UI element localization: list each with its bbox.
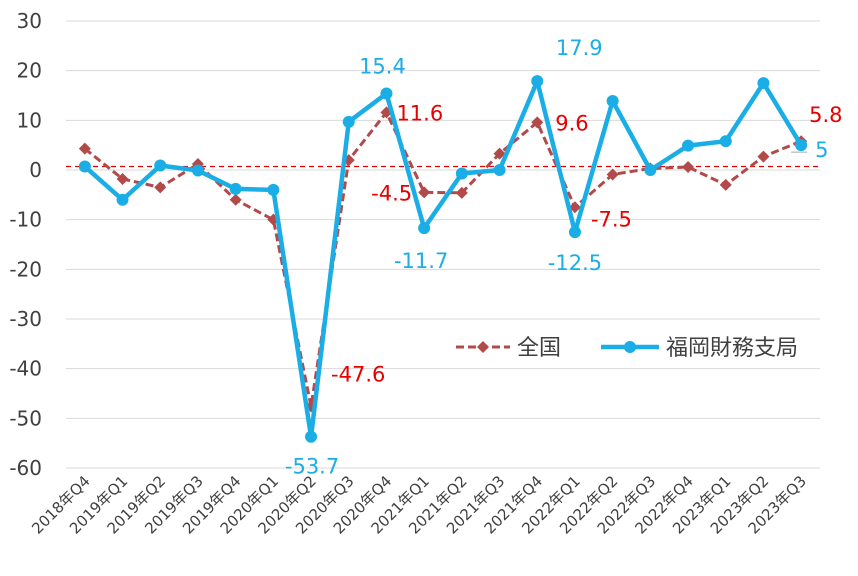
series-marker-fukuoka xyxy=(380,87,393,100)
series-marker-fukuoka xyxy=(682,139,695,152)
series-marker-national xyxy=(531,116,544,129)
y-tick-label: -10 xyxy=(9,208,42,232)
y-tick-label: -30 xyxy=(9,307,42,331)
series-marker-national xyxy=(229,193,242,206)
y-tick-label: 0 xyxy=(29,158,42,182)
data-label: -47.6 xyxy=(331,362,385,386)
series-marker-fukuoka xyxy=(78,160,91,173)
y-tick-label: 20 xyxy=(17,59,42,83)
data-label: 9.6 xyxy=(555,111,588,135)
series-marker-national xyxy=(757,150,770,163)
data-label: -53.7 xyxy=(285,455,339,479)
series-marker-fukuoka xyxy=(757,77,770,90)
data-label: -11.7 xyxy=(394,249,448,273)
legend: 全国 福岡財務支局 xyxy=(456,336,798,361)
series-marker-fukuoka xyxy=(154,159,167,172)
series-marker-fukuoka xyxy=(644,164,657,176)
series-marker-national xyxy=(455,186,468,199)
series-marker-fukuoka xyxy=(267,183,280,196)
series-line-fukuoka xyxy=(83,78,804,439)
data-label: 15.4 xyxy=(359,55,406,79)
y-tick-label: -40 xyxy=(9,357,42,381)
data-label: -4.5 xyxy=(371,181,412,205)
series-marker-national xyxy=(719,178,732,191)
y-tick-label: -20 xyxy=(9,257,42,281)
series-marker-fukuoka xyxy=(455,167,468,180)
legend-marker-fukuoka xyxy=(624,341,636,353)
series xyxy=(78,75,808,443)
series-marker-fukuoka xyxy=(342,115,355,128)
legend-label-national: 全国 xyxy=(517,336,561,361)
series-marker-national xyxy=(418,186,431,199)
data-label: 11.6 xyxy=(396,101,443,125)
series-marker-fukuoka xyxy=(191,164,204,177)
series-marker-fukuoka xyxy=(795,139,808,152)
series-marker-fukuoka xyxy=(418,222,431,235)
y-tick-label: 30 xyxy=(17,9,42,33)
series-marker-fukuoka xyxy=(493,164,506,176)
series-marker-fukuoka xyxy=(606,94,619,107)
y-tick-label: -60 xyxy=(9,456,42,480)
series-marker-fukuoka xyxy=(305,430,318,443)
series-marker-fukuoka xyxy=(568,226,581,239)
grid xyxy=(66,20,820,469)
series-marker-fukuoka xyxy=(531,75,544,88)
series-marker-national xyxy=(154,181,167,194)
y-tick-label: 10 xyxy=(17,108,42,132)
series-marker-national xyxy=(568,201,581,214)
series-marker-fukuoka xyxy=(229,182,242,195)
series-marker-national xyxy=(116,172,129,185)
data-label: 5 xyxy=(815,138,828,162)
series-line-national xyxy=(83,110,802,408)
data-labels: -47.6 11.6 -4.5 9.6 -7.5 5.8 -53.7 15.4 -11.7 17.… xyxy=(285,36,843,479)
series-marker-fukuoka xyxy=(116,193,129,206)
series-marker-national xyxy=(493,147,506,160)
series-marker-national xyxy=(682,161,695,174)
series-marker-fukuoka xyxy=(719,135,732,148)
data-label: 5.8 xyxy=(809,103,842,127)
data-label: -12.5 xyxy=(548,251,602,275)
legend-label-fukuoka: 福岡財務支局 xyxy=(666,336,798,361)
data-label: -7.5 xyxy=(591,207,632,231)
legend-marker-national xyxy=(477,341,489,353)
series-marker-national xyxy=(78,142,91,155)
series-marker-national xyxy=(606,168,619,181)
x-axis: 2018年Q42019年Q12019年Q22019年Q32019年Q42020年… xyxy=(28,472,810,537)
y-tick-label: -50 xyxy=(9,406,42,430)
data-label: 17.9 xyxy=(556,36,603,60)
y-axis: 30 20 10 0 -10 -20 -30 -40 -50 -60 xyxy=(9,9,42,480)
